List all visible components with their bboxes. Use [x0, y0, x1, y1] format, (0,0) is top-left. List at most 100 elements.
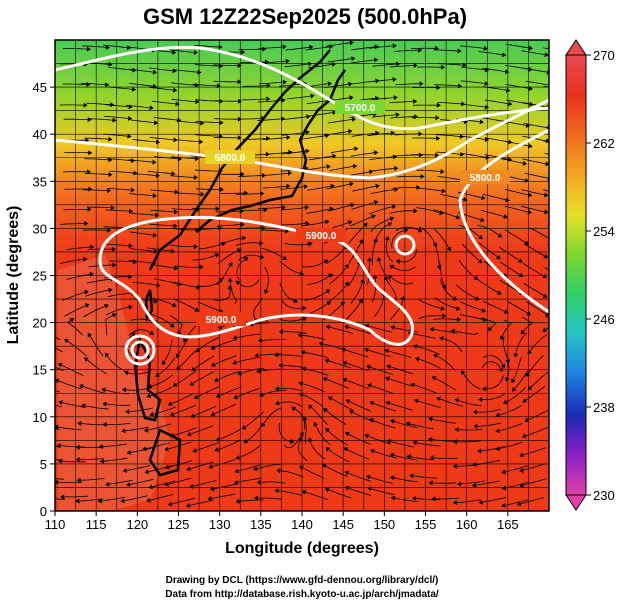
streamline-arrow	[218, 277, 224, 283]
streamline-arrow	[97, 498, 102, 504]
streamline-arrow	[527, 209, 532, 215]
streamline-arrow	[56, 443, 61, 449]
streamline-arrow	[281, 205, 286, 210]
streamline-arrow	[280, 116, 286, 122]
streamline	[101, 496, 126, 502]
streamline-arrow	[543, 192, 549, 198]
streamline	[190, 461, 214, 470]
streamline-arrow	[200, 191, 205, 197]
streamline	[394, 49, 419, 52]
streamline	[193, 480, 217, 487]
streamline	[302, 394, 324, 408]
streamline	[108, 479, 133, 485]
streamline	[392, 266, 416, 272]
streamline-arrow	[313, 421, 318, 427]
streamline-arrow	[478, 397, 483, 403]
streamline-arrow	[208, 464, 213, 469]
streamline	[58, 380, 82, 390]
colorbar-tick-label: 262	[593, 136, 615, 151]
streamline-arrow	[121, 428, 126, 434]
streamline	[150, 297, 174, 306]
streamline	[128, 329, 151, 336]
streamline-arrow	[350, 202, 355, 208]
streamline	[393, 421, 418, 428]
streamline-arrow	[164, 481, 169, 487]
streamline-arrow	[461, 370, 466, 375]
streamline	[305, 368, 329, 376]
streamline	[128, 193, 153, 196]
streamline-arrow	[165, 464, 170, 470]
streamline-arrow	[482, 317, 488, 322]
x-tick-label: 160	[456, 517, 478, 532]
streamline-arrow	[419, 81, 424, 87]
streamline-arrow	[98, 444, 103, 449]
streamline-arrow	[275, 400, 280, 406]
streamline-arrow	[344, 324, 349, 330]
streamline	[418, 188, 442, 192]
streamline	[372, 402, 396, 412]
streamline	[523, 243, 545, 257]
streamline	[389, 366, 414, 375]
streamline-arrow	[385, 376, 390, 382]
streamline	[504, 189, 529, 196]
streamline-arrow	[500, 363, 506, 369]
x-tick-label: 155	[415, 517, 437, 532]
streamline	[149, 86, 174, 91]
streamline	[344, 349, 368, 358]
streamline-arrow	[87, 332, 92, 338]
streamline	[282, 331, 307, 334]
streamline-arrow	[149, 411, 154, 417]
x-tick-label: 145	[332, 517, 354, 532]
streamline	[237, 227, 262, 230]
streamline	[524, 172, 548, 179]
streamline	[475, 480, 500, 486]
streamline-arrow	[525, 372, 531, 377]
streamline	[458, 400, 482, 406]
streamline-arrow	[390, 419, 395, 424]
streamline-arrow	[354, 146, 359, 152]
streamline	[89, 335, 104, 357]
streamline-arrow	[297, 332, 302, 338]
streamline-arrow	[506, 87, 511, 93]
streamline	[151, 100, 176, 105]
streamline	[108, 67, 133, 71]
streamline-arrow	[285, 58, 290, 64]
streamline-arrow	[351, 117, 356, 122]
streamline-arrow	[436, 85, 441, 91]
streamline	[499, 423, 523, 432]
streamline-arrow	[479, 119, 484, 125]
streamline-arrow	[524, 417, 530, 423]
streamline	[130, 318, 155, 323]
streamline	[456, 440, 481, 443]
streamline-arrow	[395, 259, 400, 264]
streamline	[173, 427, 197, 436]
streamline-arrow	[327, 81, 332, 87]
streamline-arrow	[332, 153, 337, 159]
streamline	[504, 205, 529, 213]
streamline-arrow	[439, 336, 444, 341]
streamline	[349, 113, 374, 118]
y-tick-label: 0	[40, 504, 47, 519]
streamline	[258, 81, 284, 85]
streamline-arrow	[110, 205, 115, 211]
streamline-arrow	[130, 187, 135, 193]
streamline	[168, 477, 192, 485]
x-tick-label: 150	[373, 517, 395, 532]
streamline-arrow	[325, 447, 331, 452]
streamline	[436, 355, 456, 371]
streamline	[55, 336, 61, 341]
streamline-arrow	[527, 192, 533, 198]
streamline	[219, 428, 242, 440]
streamline-arrow	[88, 150, 93, 156]
streamline	[107, 293, 132, 298]
streamline-arrow	[228, 262, 233, 267]
streamline	[327, 204, 352, 212]
streamline	[301, 221, 326, 227]
streamline-arrow	[428, 480, 433, 486]
streamline-arrow	[413, 63, 418, 68]
streamline-arrow	[472, 462, 477, 467]
streamline	[146, 442, 170, 450]
streamline-arrow	[413, 208, 418, 214]
streamline	[485, 375, 504, 390]
streamline	[60, 445, 85, 448]
